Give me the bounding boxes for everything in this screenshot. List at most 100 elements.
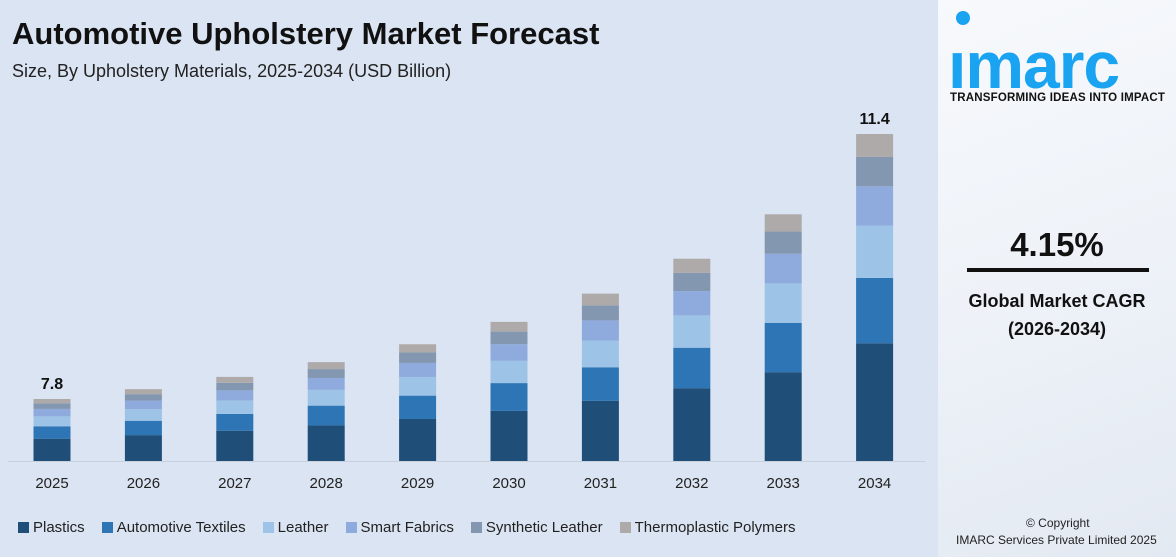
legend-label: Thermoplastic Polymers	[634, 519, 796, 536]
legend-item: Thermoplastic Polymers	[619, 519, 796, 536]
bar-segment-automotive-textiles	[581, 367, 619, 401]
chart-subtitle: Size, By Upholstery Materials, 2025-2034…	[12, 61, 452, 81]
bar-segment-plastics	[856, 343, 894, 461]
svg-text:ımarc: ımarc	[948, 28, 1119, 93]
bar-segment-synthetic-leather	[33, 403, 71, 409]
legend-swatch	[262, 522, 274, 533]
brand-tagline: TRANSFORMING IDEAS INTO IMPACT	[950, 92, 1166, 104]
copyright-line1: © Copyright	[1026, 516, 1090, 530]
stacked-bar-chart: 2025 7.8 2026 2027 2028 2029 2030 2031 2032 2033 2…	[8, 111, 925, 492]
bar-segment-plastics	[764, 372, 802, 461]
chart-title: Automotive Upholstery Market Forecast	[12, 16, 600, 51]
bar-segment-synthetic-leather	[399, 352, 437, 363]
bar-segment-plastics	[581, 400, 619, 461]
x-tick-label: 2029	[401, 475, 434, 492]
bar-segment-smart-fabrics	[307, 377, 345, 390]
bar-segment-thermoplastic-polymers	[764, 214, 802, 232]
bar-segment-thermoplastic-polymers	[856, 134, 894, 157]
legend-swatch	[619, 522, 631, 533]
cagr-label: Global Market CAGR (2026-2034)	[938, 287, 1176, 343]
bar-segment-thermoplastic-polymers	[673, 258, 711, 273]
imarc-logo: ımarc	[948, 11, 1120, 93]
bar-segment-smart-fabrics	[399, 362, 437, 377]
bar-segment-leather	[307, 389, 345, 406]
bar-segment-leather	[856, 225, 894, 278]
bar-segment-automotive-textiles	[856, 277, 894, 344]
bar-segment-synthetic-leather	[216, 382, 254, 391]
bar-segment-plastics	[216, 430, 254, 461]
copyright: © Copyright IMARC Services Private Limite…	[938, 515, 1176, 549]
cagr-period: (2026-2034)	[1007, 319, 1107, 339]
legend-swatch	[345, 522, 357, 533]
copyright-line2: IMARC Services Private Limited 2025	[956, 533, 1157, 547]
bar-segment-synthetic-leather	[307, 369, 345, 378]
x-tick-label: 2025	[35, 475, 68, 492]
legend-swatch	[18, 522, 29, 533]
bar-segment-plastics	[673, 388, 711, 461]
bar-segment-smart-fabrics	[124, 400, 162, 410]
bar-segment-automotive-textiles	[33, 426, 71, 439]
total-label: 7.8	[41, 376, 63, 393]
bar-segment-leather	[581, 340, 619, 368]
bar-segment-synthetic-leather	[581, 305, 619, 321]
cagr-label-text: Global Market CAGR	[968, 291, 1146, 311]
bar-segment-smart-fabrics	[673, 291, 711, 316]
x-tick-label: 2034	[858, 475, 891, 492]
legend-item: Automotive Textiles	[101, 519, 246, 536]
bar-segment-plastics	[307, 425, 345, 461]
bar-segment-plastics	[33, 438, 71, 461]
bar-segment-automotive-textiles	[307, 405, 345, 426]
legend-item: Smart Fabrics	[345, 519, 454, 536]
divider	[967, 268, 1149, 272]
x-tick-label: 2027	[218, 475, 251, 492]
bar-segment-leather	[673, 315, 711, 348]
legend-label: Smart Fabrics	[360, 519, 454, 536]
legend-label: Leather	[277, 519, 329, 536]
bar-segment-thermoplastic-polymers	[399, 344, 437, 353]
x-tick-label: 2026	[127, 475, 160, 492]
x-tick-label: 2033	[767, 475, 800, 492]
bar-segment-automotive-textiles	[673, 347, 711, 389]
bar-segment-synthetic-leather	[673, 272, 711, 292]
bar-segment-leather	[490, 360, 528, 384]
total-label: 11.4	[859, 111, 889, 128]
bar-segment-thermoplastic-polymers	[124, 389, 162, 395]
bar-segment-leather	[764, 283, 802, 323]
bar-segment-synthetic-leather	[856, 156, 894, 187]
bar-segment-leather	[124, 409, 162, 421]
legend-item: Leather	[262, 519, 329, 536]
bar-segment-synthetic-leather	[490, 331, 528, 345]
bar-segment-smart-fabrics	[581, 320, 619, 341]
bar-segment-smart-fabrics	[33, 408, 71, 417]
legend-swatch	[101, 522, 113, 533]
bar-segment-thermoplastic-polymers	[490, 321, 528, 332]
legend-label: Synthetic Leather	[485, 519, 603, 536]
cagr-value: 4.15%	[1010, 226, 1104, 263]
bar-segment-leather	[216, 400, 254, 414]
bar-segment-thermoplastic-polymers	[581, 293, 619, 306]
legend-label: Automotive Textiles	[116, 519, 246, 536]
bar-segment-thermoplastic-polymers	[216, 376, 254, 383]
bar-segment-smart-fabrics	[216, 390, 254, 401]
x-tick-label: 2028	[310, 475, 343, 492]
bar-segment-plastics	[124, 435, 162, 461]
bar-segment-leather	[399, 376, 437, 396]
bar-segment-automotive-textiles	[399, 395, 437, 419]
legend-swatch	[470, 522, 482, 533]
bar-segment-smart-fabrics	[856, 186, 894, 226]
bar-segment-synthetic-leather	[764, 231, 802, 254]
bar-segment-synthetic-leather	[124, 394, 162, 401]
bar-segment-plastics	[490, 410, 528, 461]
x-tick-label: 2031	[584, 475, 617, 492]
bar-segment-automotive-textiles	[216, 413, 254, 431]
bar-segment-plastics	[399, 418, 437, 461]
info-panel	[938, 0, 1176, 557]
bar-segment-leather	[33, 416, 71, 427]
bar-segment-automotive-textiles	[764, 322, 802, 373]
bar-segment-thermoplastic-polymers	[33, 399, 71, 404]
legend-label: Plastics	[33, 519, 85, 536]
legend: Plastics Automotive Textiles Leather Smart …	[18, 519, 813, 536]
bar-segment-smart-fabrics	[490, 344, 528, 361]
legend-item: Plastics	[18, 519, 85, 536]
bar-segment-automotive-textiles	[124, 420, 162, 436]
